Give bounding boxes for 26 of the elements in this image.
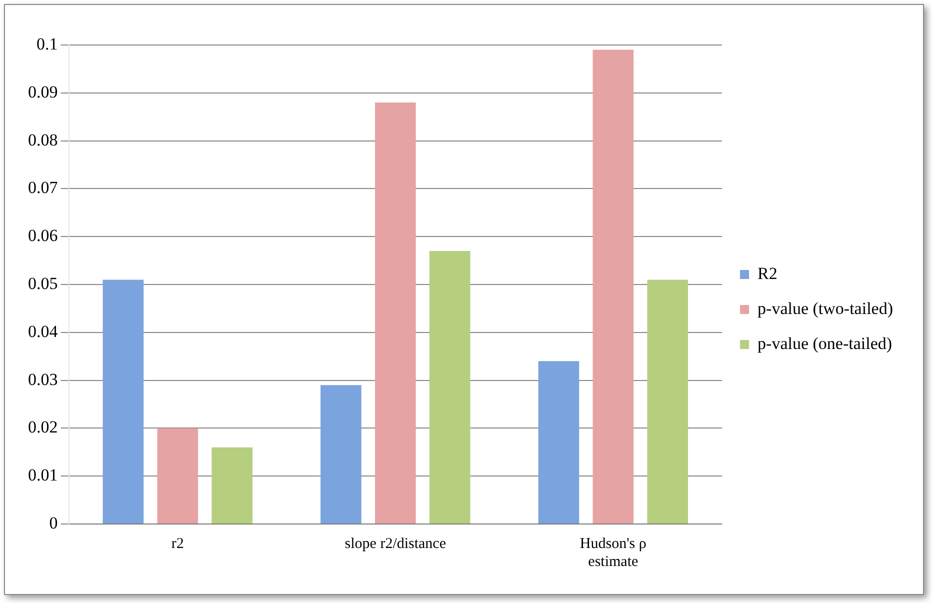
y-tick-label: 0.04 [28,322,58,341]
bar [157,428,198,524]
y-tick-label: 0.02 [28,418,58,437]
bar [647,280,688,524]
bar [429,250,470,524]
bar [592,50,634,524]
y-tick-label: 0 [49,513,58,532]
bar [102,280,144,524]
legend-label: R2 [758,264,778,283]
x-tick-label: Hudson's ρ estimate [580,536,646,570]
x-tick-label: r2 [171,536,184,552]
y-tick-label: 0.03 [28,370,58,389]
y-tick-label: 0.07 [28,178,58,198]
bar [538,361,580,524]
y-tick-label: 0.08 [28,130,58,150]
bar [212,447,252,524]
bar [320,385,362,524]
x-tick-label: slope r2/distance [344,536,446,552]
legend-label: p-value (one-tailed) [758,334,892,353]
y-tick-label: 0.1 [36,34,58,54]
y-tick-label: 0.05 [28,274,58,293]
y-tick-label: 0.06 [28,226,58,246]
y-tick-label: 0.01 [28,466,58,485]
bar [374,102,416,524]
y-tick-label: 0.09 [28,82,58,102]
legend-label: p-value (two-tailed) [758,298,893,318]
